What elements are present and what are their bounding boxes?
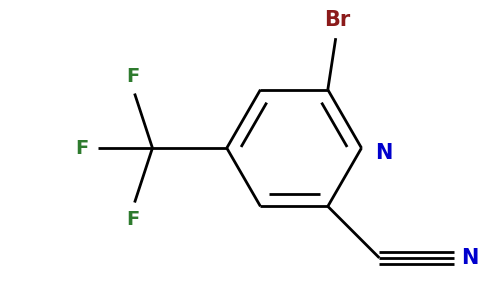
Text: F: F [75,139,88,158]
Text: N: N [376,143,393,163]
Text: Br: Br [325,10,351,30]
Text: F: F [126,210,139,230]
Text: N: N [462,248,479,268]
Text: F: F [126,67,139,85]
